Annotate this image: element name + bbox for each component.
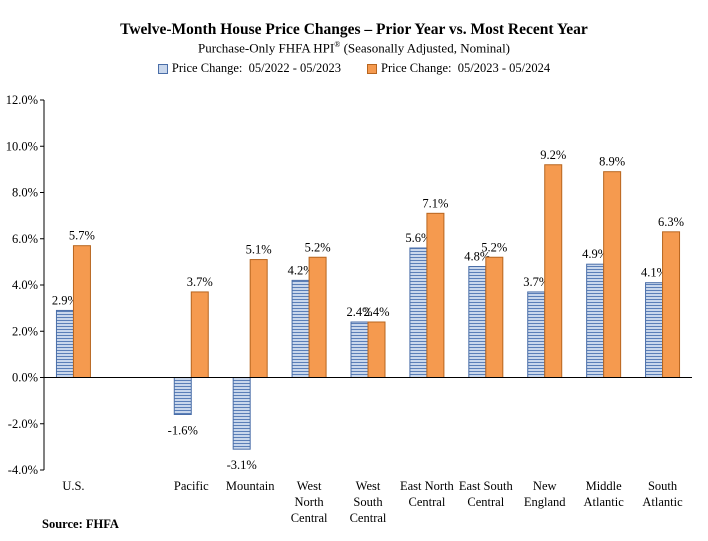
x-tick-label: Central — [409, 495, 446, 509]
chart-subtitle: Purchase-Only FHFA HPI® (Seasonally Adju… — [0, 40, 708, 56]
bar-prior-year — [527, 291, 546, 378]
data-label: 2.4% — [363, 305, 389, 319]
x-tick-label: East North — [400, 479, 455, 493]
x-tick-label: East South — [459, 479, 514, 493]
x-tick-label: Central — [350, 511, 387, 525]
x-tick-label: England — [524, 495, 566, 509]
x-tick-label: Central — [291, 511, 328, 525]
data-label: 4.2% — [288, 263, 314, 277]
x-tick-label: West — [297, 479, 322, 493]
x-tick-label: South — [648, 479, 678, 493]
x-tick-label: North — [295, 495, 325, 509]
x-tick-label: New — [533, 479, 557, 493]
data-label: 6.3% — [658, 215, 684, 229]
x-tick-label: U.S. — [62, 479, 84, 493]
data-label: 8.9% — [599, 155, 625, 169]
bar-prior-year — [55, 309, 74, 378]
bar-recent-year — [426, 212, 445, 378]
data-label: -3.1% — [227, 458, 257, 472]
x-tick-label: Pacific — [174, 479, 209, 493]
bar-recent-year — [190, 291, 209, 378]
bar-recent-year — [544, 164, 563, 378]
source-note: Source: FHFA — [42, 517, 119, 531]
x-tick-label: Atlantic — [642, 495, 683, 509]
data-label: 3.7% — [187, 275, 213, 289]
legend-label-recent: Price Change: 05/2023 - 05/2024 — [381, 61, 551, 75]
bar-recent-year — [367, 321, 386, 378]
legend-item-prior: Price Change: 05/2022 - 05/2023 — [157, 61, 341, 76]
data-label: 5.1% — [246, 243, 272, 257]
data-label: 5.7% — [69, 229, 95, 243]
data-label: 3.7% — [523, 275, 549, 289]
legend-item-recent: Price Change: 05/2023 - 05/2024 — [367, 61, 550, 76]
bar-prior-year — [409, 247, 428, 378]
data-label: 2.4% — [346, 305, 372, 319]
y-tick-label: 10.0% — [6, 139, 38, 153]
bar-prior-year — [586, 263, 605, 378]
subtitle-suffix: (Seasonally Adjusted, Nominal) — [340, 40, 511, 56]
y-tick-label: 6.0% — [12, 232, 38, 246]
bar-recent-year — [308, 256, 327, 378]
bar-prior-year — [468, 266, 487, 378]
x-tick-label: Atlantic — [584, 495, 625, 509]
y-tick-label: 4.0% — [12, 278, 38, 292]
x-tick-label: Mountain — [226, 479, 275, 493]
subtitle-text: Purchase-Only FHFA HPI — [197, 40, 335, 56]
x-tick-label: Central — [467, 495, 504, 509]
bar-recent-year — [662, 231, 681, 378]
x-tick-label: West — [356, 479, 381, 493]
y-tick-label: -4.0% — [8, 463, 38, 477]
bar-recent-year — [603, 171, 622, 378]
x-tick-label: Middle — [586, 479, 623, 493]
bar-prior-year — [645, 282, 664, 378]
legend-label-prior: Price Change: 05/2022 - 05/2023 — [171, 61, 341, 75]
y-tick-label: -2.0% — [8, 417, 38, 431]
data-label: -1.6% — [168, 424, 198, 438]
bar-prior-year — [173, 377, 192, 415]
bar-recent-year — [249, 259, 268, 378]
data-label: 5.6% — [405, 231, 431, 245]
bar-prior-year — [350, 321, 369, 378]
y-tick-label: 12.0% — [6, 93, 38, 107]
legend-swatch-recent — [367, 63, 377, 74]
data-label: 5.2% — [481, 240, 507, 254]
legend-swatch-prior — [157, 63, 168, 74]
bar-prior-year — [291, 279, 310, 378]
bar-prior-year — [232, 377, 251, 450]
y-tick-label: 2.0% — [12, 324, 38, 338]
y-tick-label: 0.0% — [12, 371, 38, 385]
data-label: 4.1% — [641, 266, 667, 280]
bar-recent-year — [72, 245, 91, 378]
data-label: 4.8% — [464, 250, 490, 264]
x-tick-label: South — [353, 495, 383, 509]
chart-legend: Price Change: 05/2022 - 05/2023 Price Ch… — [0, 61, 708, 76]
chart-title: Twelve-Month House Price Changes – Prior… — [120, 21, 588, 38]
data-label: 9.2% — [540, 148, 566, 162]
registered-mark: ® — [334, 40, 341, 49]
y-tick-label: 8.0% — [12, 186, 38, 200]
data-label: 4.9% — [582, 247, 608, 261]
data-label: 2.9% — [52, 293, 78, 307]
data-label: 7.1% — [422, 196, 448, 210]
bar-recent-year — [485, 256, 504, 378]
data-label: 5.2% — [305, 240, 331, 254]
